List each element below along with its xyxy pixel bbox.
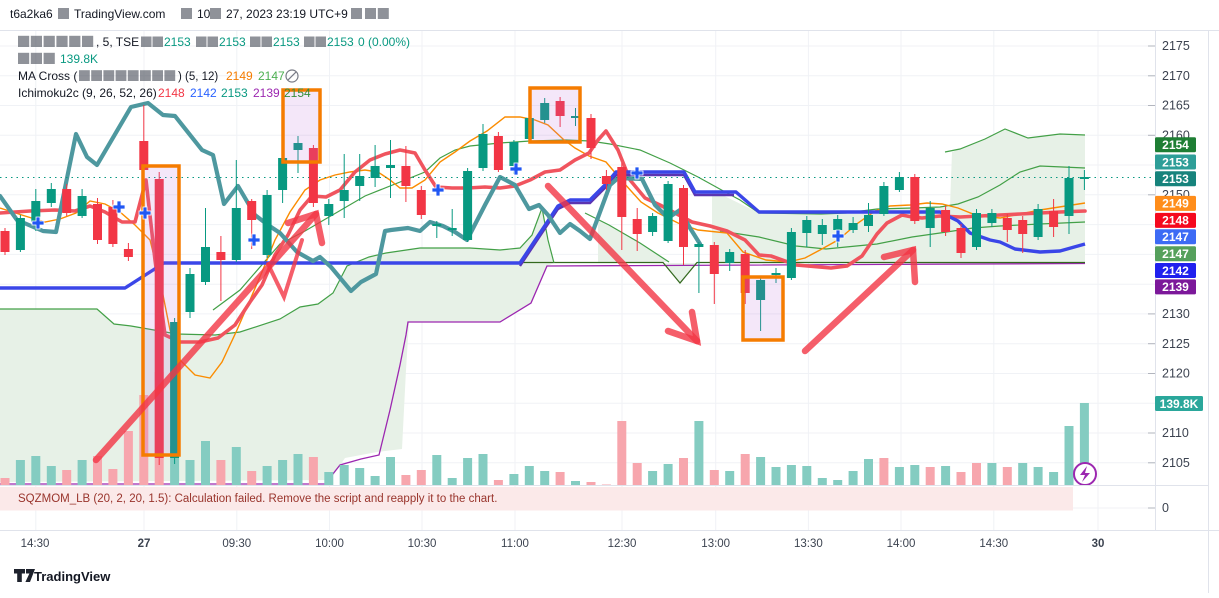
svg-text:2147: 2147	[258, 69, 285, 83]
svg-text:14:30: 14:30	[21, 538, 50, 550]
svg-text:139.8K: 139.8K	[1160, 397, 1199, 411]
svg-text:27: 27	[138, 538, 151, 550]
svg-text:TradingView.com: TradingView.com	[74, 7, 165, 21]
svg-text:0: 0	[1162, 501, 1169, 515]
svg-text:2105: 2105	[1162, 456, 1190, 470]
svg-text:12:30: 12:30	[608, 538, 637, 550]
svg-text:11:00: 11:00	[501, 538, 529, 550]
svg-text:27, 2023 23:19 UTC+9: 27, 2023 23:19 UTC+9	[226, 7, 348, 21]
svg-text:2153: 2153	[1162, 172, 1189, 186]
svg-text:2142: 2142	[190, 86, 217, 100]
svg-text:139.8K: 139.8K	[60, 52, 98, 66]
svg-text:13:00: 13:00	[701, 538, 730, 550]
svg-text:, 5, TSE: , 5, TSE	[96, 35, 139, 49]
svg-text:) (5, 12): ) (5, 12)	[178, 71, 218, 83]
svg-text:09:30: 09:30	[222, 538, 251, 550]
svg-text:t6a2ka6: t6a2ka6	[10, 7, 53, 21]
svg-text:2175: 2175	[1162, 39, 1190, 53]
svg-text:2147: 2147	[1162, 247, 1189, 261]
svg-text:2139: 2139	[1162, 280, 1189, 294]
svg-text:2148: 2148	[158, 86, 185, 100]
svg-text:2130: 2130	[1162, 307, 1190, 321]
svg-text:10:00: 10:00	[315, 538, 344, 550]
svg-text:0 (0.00%): 0 (0.00%)	[358, 35, 410, 49]
svg-text:2153: 2153	[273, 35, 300, 49]
svg-text:2110: 2110	[1162, 426, 1189, 440]
svg-text:2154: 2154	[1162, 138, 1189, 152]
svg-text:SQZMOM_LB (20, 2, 20, 1.5): Ca: SQZMOM_LB (20, 2, 20, 1.5): Calculation …	[18, 493, 497, 505]
svg-text:2165: 2165	[1162, 99, 1190, 113]
svg-text:10:30: 10:30	[408, 538, 437, 550]
svg-text:30: 30	[1092, 538, 1105, 550]
svg-text:MA Cross (: MA Cross (	[18, 69, 77, 83]
svg-text:2120: 2120	[1162, 367, 1190, 381]
svg-text:TradingView: TradingView	[34, 569, 111, 584]
svg-text:2149: 2149	[1162, 197, 1189, 211]
svg-text:2153: 2153	[164, 35, 191, 49]
svg-text:2142: 2142	[1162, 264, 1189, 278]
svg-text:2153: 2153	[1162, 155, 1189, 169]
svg-text:14:00: 14:00	[887, 538, 916, 550]
svg-text:10: 10	[197, 7, 211, 21]
svg-text:2139: 2139	[253, 86, 280, 100]
svg-text:2125: 2125	[1162, 337, 1190, 351]
svg-text:2148: 2148	[1162, 214, 1189, 228]
svg-text:2149: 2149	[226, 69, 253, 83]
svg-text:2153: 2153	[219, 35, 246, 49]
svg-text:2147: 2147	[1162, 230, 1189, 244]
svg-text:Ichimoku2c (9, 26, 52, 26): Ichimoku2c (9, 26, 52, 26)	[18, 86, 157, 100]
svg-text:2153: 2153	[221, 86, 248, 100]
svg-text:2153: 2153	[327, 35, 354, 49]
svg-text:14:30: 14:30	[979, 538, 1008, 550]
svg-text:2170: 2170	[1162, 69, 1190, 83]
svg-text:13:30: 13:30	[794, 538, 823, 550]
svg-text:2154: 2154	[284, 86, 311, 100]
